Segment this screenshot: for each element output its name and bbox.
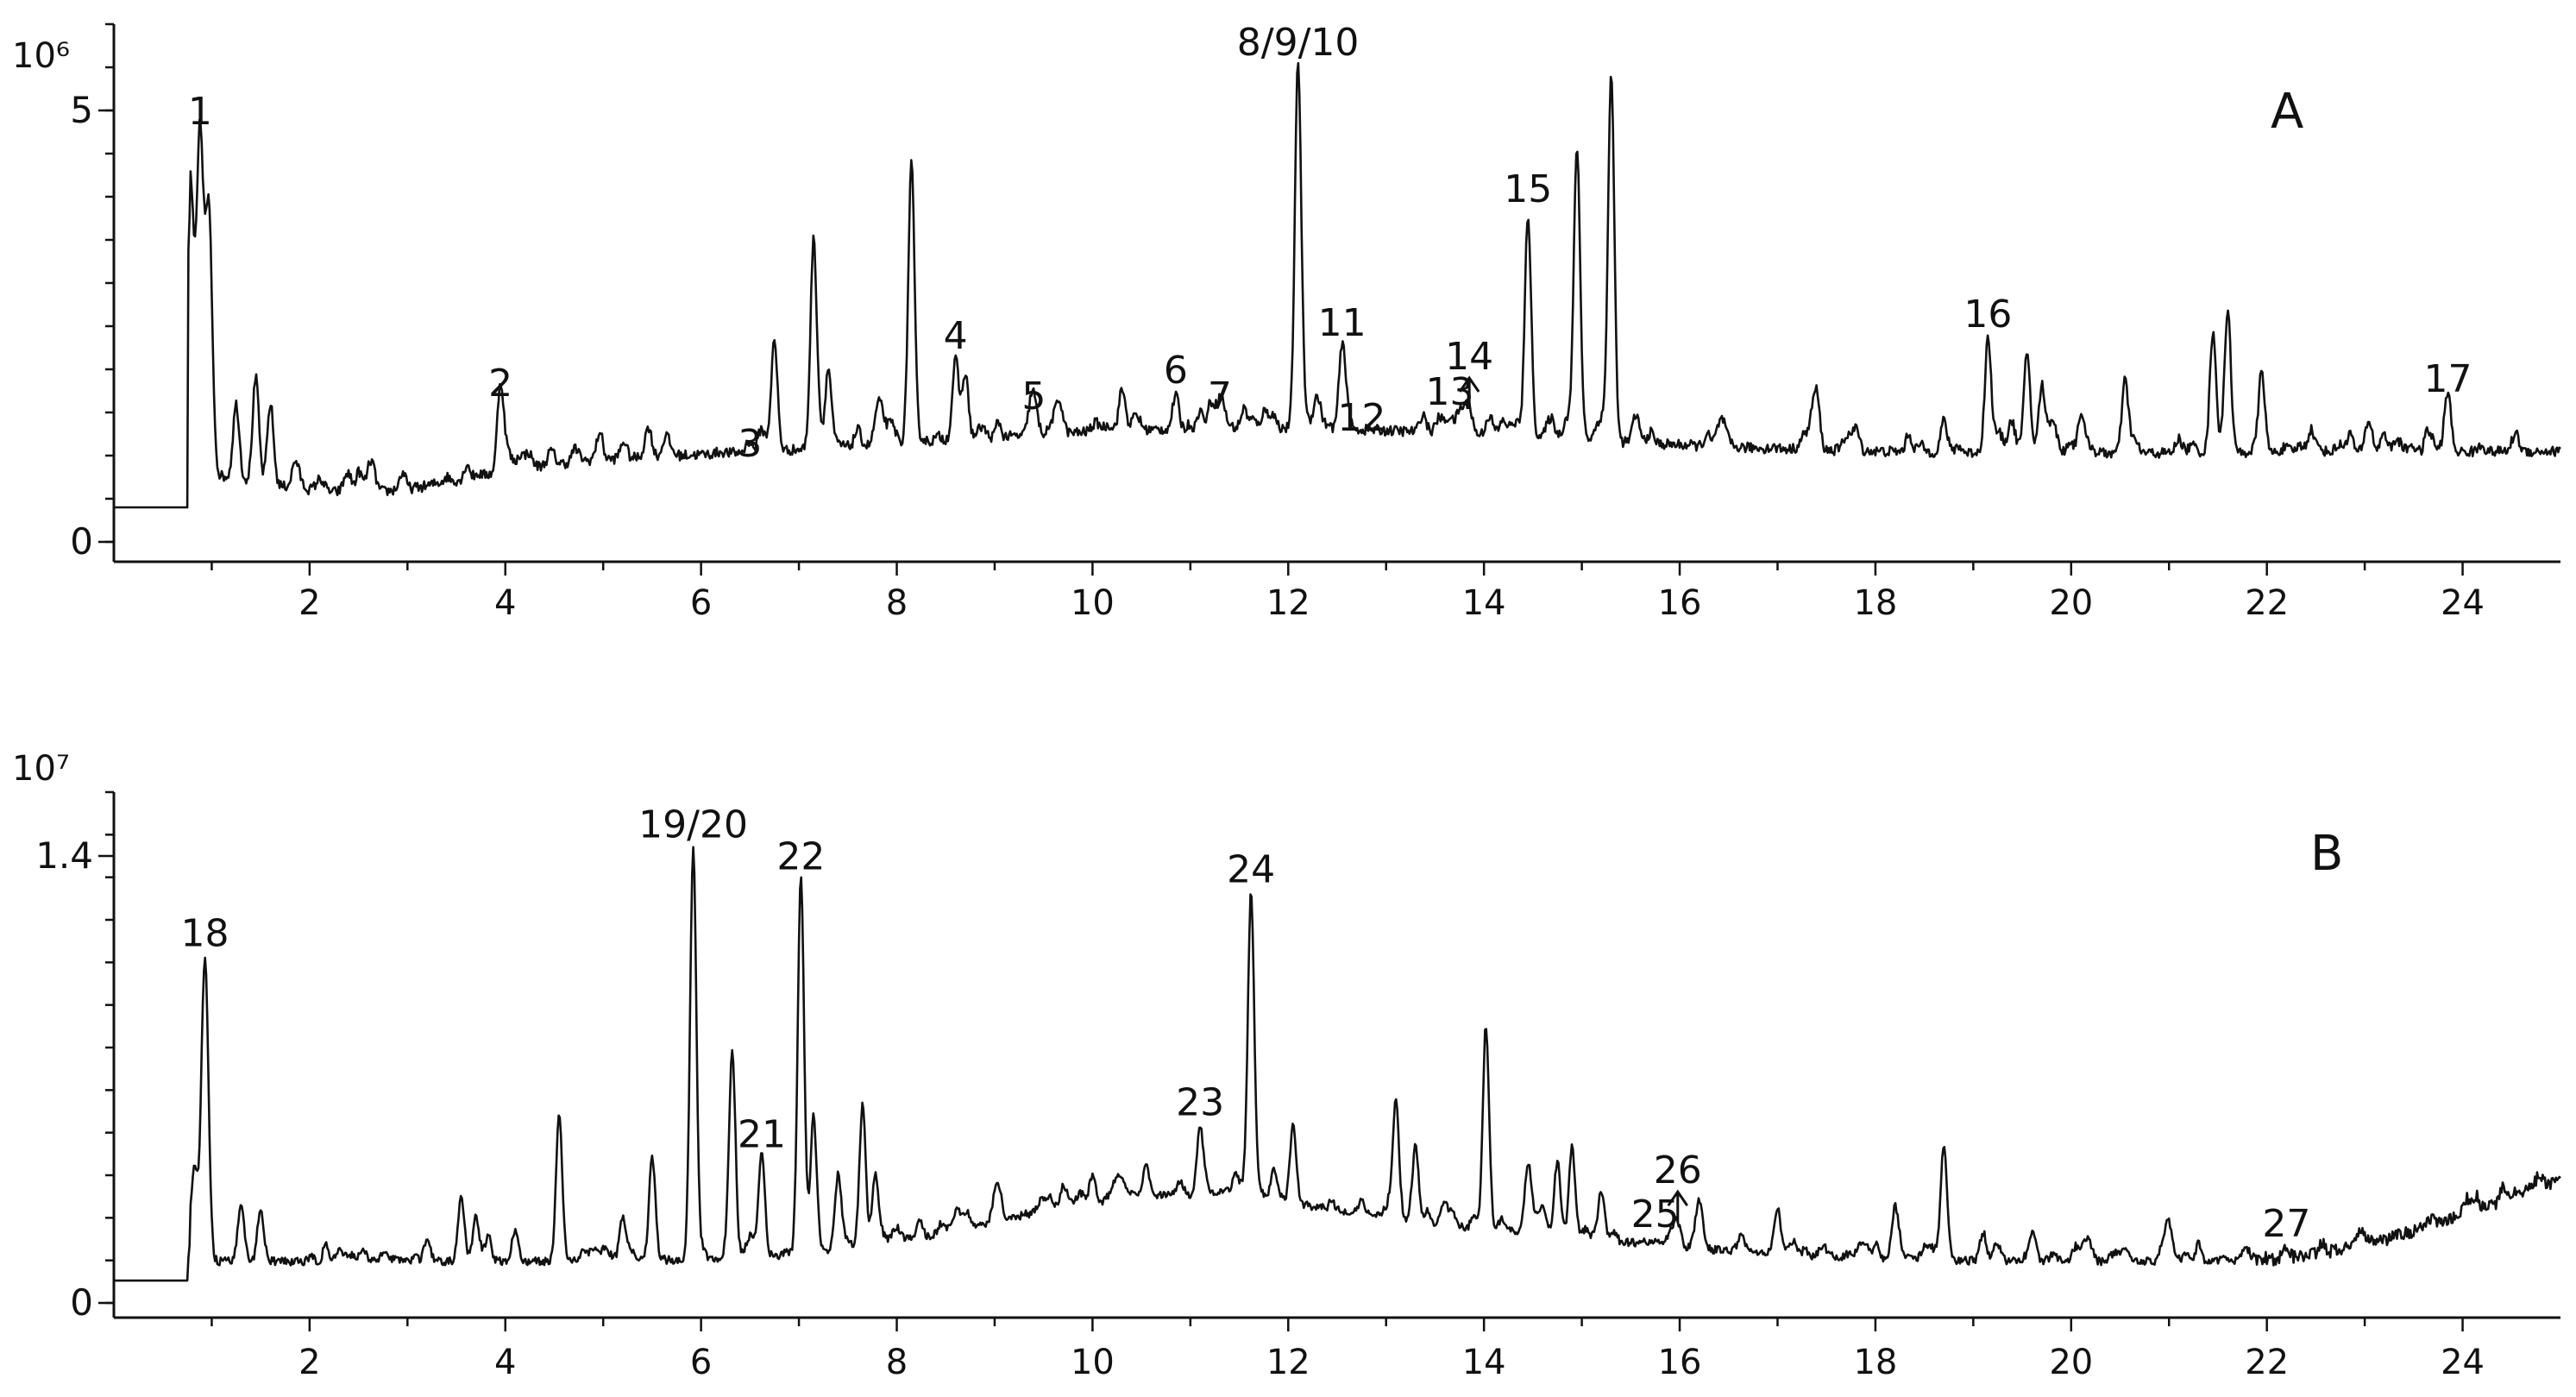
peak-label: 14 <box>1445 335 1493 379</box>
x-tick-label: 22 <box>2245 583 2289 623</box>
peak-label: 5 <box>1021 374 1046 418</box>
peak-label: 15 <box>1504 167 1552 211</box>
x-tick-label: 14 <box>1462 1343 1506 1382</box>
peak-label: 17 <box>2424 357 2472 401</box>
y-tick-label: 0 <box>70 1281 93 1324</box>
peak-arrow <box>1458 375 1480 409</box>
x-tick-label: 20 <box>2049 583 2093 623</box>
x-tick-label: 6 <box>690 1343 712 1382</box>
peak-label: 7 <box>1208 374 1232 418</box>
peak-label: 1 <box>188 90 212 134</box>
x-tick-label: 2 <box>298 583 320 623</box>
y-tick-label: 1.4 <box>35 834 93 877</box>
peak-label: 2 <box>488 362 512 406</box>
peak-label: 23 <box>1176 1081 1224 1125</box>
x-tick-label: 18 <box>1853 1343 1897 1382</box>
chromatogram-trace <box>114 61 2561 509</box>
peak-label: 26 <box>1654 1148 1702 1192</box>
chromatogram-trace <box>114 846 2561 1282</box>
peak-label: 24 <box>1227 847 1275 891</box>
peak-label: 8/9/10 <box>1237 21 1360 65</box>
peak-label: 12 <box>1337 396 1385 440</box>
x-tick-label: 12 <box>1266 1343 1310 1382</box>
x-tick-label: 12 <box>1266 583 1310 623</box>
x-tick-label: 22 <box>2245 1343 2289 1382</box>
x-tick-label: 20 <box>2049 1343 2093 1382</box>
x-tick-label: 8 <box>886 583 908 623</box>
y-exponent-label: 10⁷ <box>12 749 70 789</box>
peak-label: 13 <box>1425 370 1473 414</box>
x-tick-label: 4 <box>494 583 516 623</box>
peak-label: 27 <box>2262 1202 2310 1246</box>
x-tick-label: 24 <box>2441 1343 2485 1382</box>
peak-label: 4 <box>944 314 968 358</box>
panel-label: A <box>2271 84 2303 140</box>
x-tick-label: 2 <box>298 1343 320 1382</box>
x-tick-label: 10 <box>1071 583 1115 623</box>
peak-label: 18 <box>180 911 229 955</box>
x-tick-label: 18 <box>1853 583 1897 623</box>
panel-label: B <box>2310 826 2343 882</box>
peak-label: 19/20 <box>638 803 748 847</box>
peak-arrow <box>1667 1189 1689 1224</box>
x-tick-label: 24 <box>2441 583 2485 623</box>
chromatogram-panel-a: 2 4 6 8 10 12 14 16 18 20 22 245010⁶A12345678/9/101… <box>12 21 2561 623</box>
x-tick-label: 4 <box>494 1343 516 1382</box>
x-tick-label: 10 <box>1071 1343 1115 1382</box>
peak-label: 6 <box>1164 349 1188 393</box>
peak-label: 11 <box>1318 301 1367 345</box>
y-tick-label: 5 <box>70 89 93 131</box>
chromatogram-panel-b: 2 4 6 8 10 12 14 16 18 20 22 241.4010⁷B1819/2021222… <box>12 749 2561 1382</box>
x-tick-label: 6 <box>690 583 712 623</box>
peak-label: 21 <box>738 1113 786 1157</box>
x-tick-label: 16 <box>1658 583 1702 623</box>
y-tick-label: 0 <box>70 520 93 563</box>
peak-label: 22 <box>776 835 825 879</box>
y-exponent-label: 10⁶ <box>12 36 70 76</box>
peak-label: 3 <box>738 422 762 466</box>
x-tick-label: 16 <box>1658 1343 1702 1382</box>
x-tick-label: 8 <box>886 1343 908 1382</box>
x-tick-label: 14 <box>1462 583 1506 623</box>
peak-label: 16 <box>1963 293 2012 337</box>
